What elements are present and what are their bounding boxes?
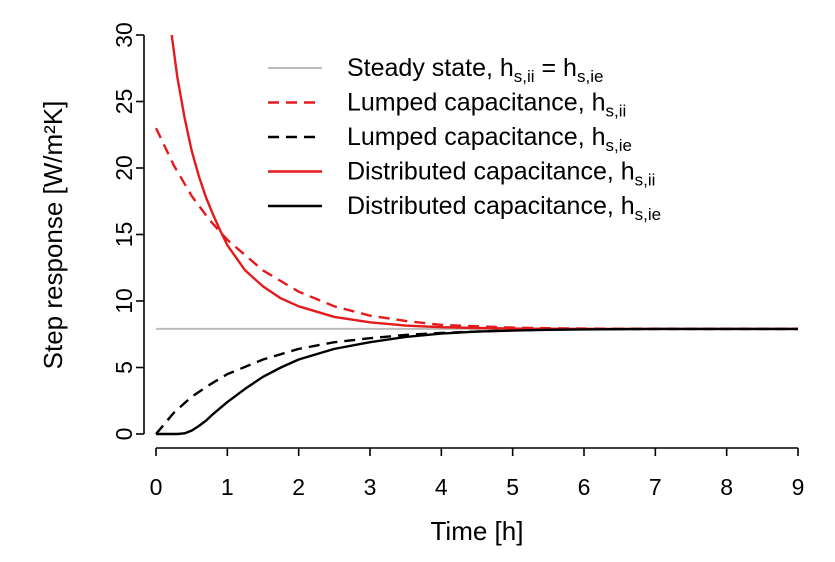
x-tick-label: 6 [578,474,591,500]
series-lumped-hs-ie-line [155,327,798,435]
legend-text: = h [535,54,577,82]
x-tick-label: 9 [792,474,805,500]
y-axis-title: Step response [W/m²K] [38,101,68,370]
x-tick-label: 5 [506,474,519,500]
legend-text: Lumped capacitance, h [347,123,606,151]
x-tick-label: 3 [364,474,377,500]
y-tick-label: 0 [111,428,137,441]
y-tick-label: 20 [111,155,137,181]
legend-text: Lumped capacitance, h [347,89,606,117]
y-tick-label: 10 [111,288,137,314]
axes: 0 5 10 15 20 25 30 0 1 2 3 4 5 6 7 8 9 [111,22,804,500]
legend-text: Distributed capacitance, h [347,192,635,220]
legend-label-lumped-hs-ii-line: Lumped capacitance, hs,ii [347,89,626,121]
y-tick-label: 15 [111,222,137,248]
y-tick-label: 30 [111,22,137,48]
x-tick-label: 8 [720,474,733,500]
legend-label-lumped-hs-ie-line: Lumped capacitance, hs,ie [347,123,632,155]
legend-subscript: s,ie [635,205,661,224]
x-tick-label: 1 [221,474,234,500]
x-tick-label: 2 [292,474,305,500]
series-distributed-hs-ie-line [156,327,798,436]
legend-subscript: s,ie [606,136,632,155]
legend-label-distributed-hs-ii-line: Distributed capacitance, hs,ii [347,158,655,190]
x-tick-label: 0 [150,474,163,500]
legend-text: Steady state, h [347,54,514,82]
series-layer [154,34,798,436]
legend-text: Distributed capacitance, h [347,158,635,186]
x-tick-label: 4 [435,474,448,500]
y-tick-label: 5 [111,361,137,374]
x-tick-label: 7 [649,474,662,500]
legend-subscript: s,ie [577,67,603,86]
x-axis-title: Time [h] [431,516,524,546]
y-tick-label: 25 [111,89,137,115]
legend-subscript: s,ii [606,102,627,121]
legend-label-distributed-hs-ie-line: Distributed capacitance, hs,ie [347,192,661,224]
legend-label-steady-state-line: Steady state, hs,ii = hs,ie [347,54,603,86]
legend-subscript: s,ii [635,171,656,190]
legend-subscript: s,ii [514,67,535,86]
